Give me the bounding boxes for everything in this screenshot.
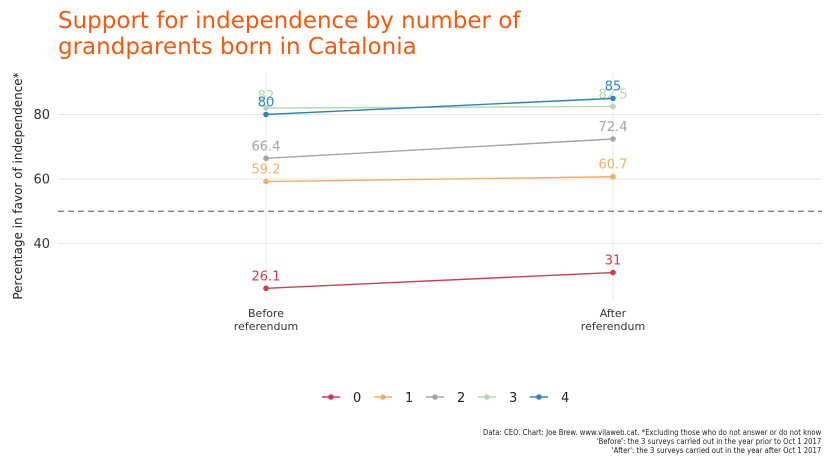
- legend-key-point: [432, 394, 438, 400]
- y-tick-label: 60: [33, 173, 50, 188]
- legend: 0 1 2 3 4: [322, 391, 569, 406]
- series-line-1: [265, 176, 614, 183]
- data-label: 31: [605, 254, 622, 269]
- data-point: [610, 173, 616, 180]
- legend-key-point: [380, 394, 386, 400]
- series-line-3: [265, 105, 614, 109]
- y-tick-label: 40: [33, 237, 50, 252]
- caption-line-1: Data: CEO. Chart: Joe Brew. www.vilaweb.…: [482, 428, 821, 437]
- data-label: 80: [258, 96, 275, 111]
- chart-title-line-1: Support for independence by number of: [58, 8, 521, 34]
- data-point: [610, 136, 616, 142]
- chart-title: Support for independence by number of gr…: [58, 8, 658, 60]
- data-label: 72.4: [599, 120, 628, 135]
- caption-line-2: 'Before': the 3 surveys carried out in t…: [596, 437, 821, 446]
- series-line-2: [265, 138, 614, 160]
- chart-title-line-2: grandparents born in Catalonia: [58, 34, 417, 60]
- data-label: 60.7: [599, 158, 628, 173]
- data-point: [263, 178, 269, 185]
- data-point: [263, 105, 269, 111]
- data-point: [263, 285, 269, 292]
- legend-label: 2: [457, 391, 465, 406]
- legend-key-point: [328, 394, 334, 400]
- x-tick-label: referendum: [234, 320, 298, 333]
- x-tick-label: Before: [248, 307, 284, 320]
- data-point: [610, 95, 616, 102]
- data-point: [610, 269, 616, 276]
- y-tick-label: 80: [33, 108, 50, 123]
- data-label: 66.4: [252, 139, 281, 154]
- chart-caption: Data: CEO. Chart: Joe Brew. www.vilaweb.…: [483, 428, 821, 455]
- series-line-0: [265, 271, 614, 290]
- data-label: 85: [605, 79, 622, 94]
- legend-label: 4: [561, 391, 569, 406]
- legend-key-point: [536, 394, 542, 400]
- legend-key-point: [484, 394, 490, 400]
- y-axis-label: Percentage in favor of independence*: [11, 72, 25, 299]
- x-tick-label: referendum: [581, 320, 645, 333]
- data-label: 59.2: [252, 163, 281, 178]
- data-point: [263, 155, 269, 162]
- series-line-4: [265, 97, 614, 116]
- data-label: 82: [258, 89, 275, 104]
- data-label: 26.1: [252, 269, 281, 284]
- legend-label: 1: [405, 391, 413, 406]
- legend-label: 0: [353, 391, 361, 406]
- caption-line-3: 'After': the 3 surveys carried out in th…: [611, 446, 821, 455]
- legend-label: 3: [509, 391, 517, 406]
- axes: 40 60 80 Percentage in favor of independenc…: [11, 72, 645, 333]
- data-point: [610, 103, 616, 110]
- x-tick-label: After: [600, 307, 627, 320]
- data-point: [263, 111, 269, 118]
